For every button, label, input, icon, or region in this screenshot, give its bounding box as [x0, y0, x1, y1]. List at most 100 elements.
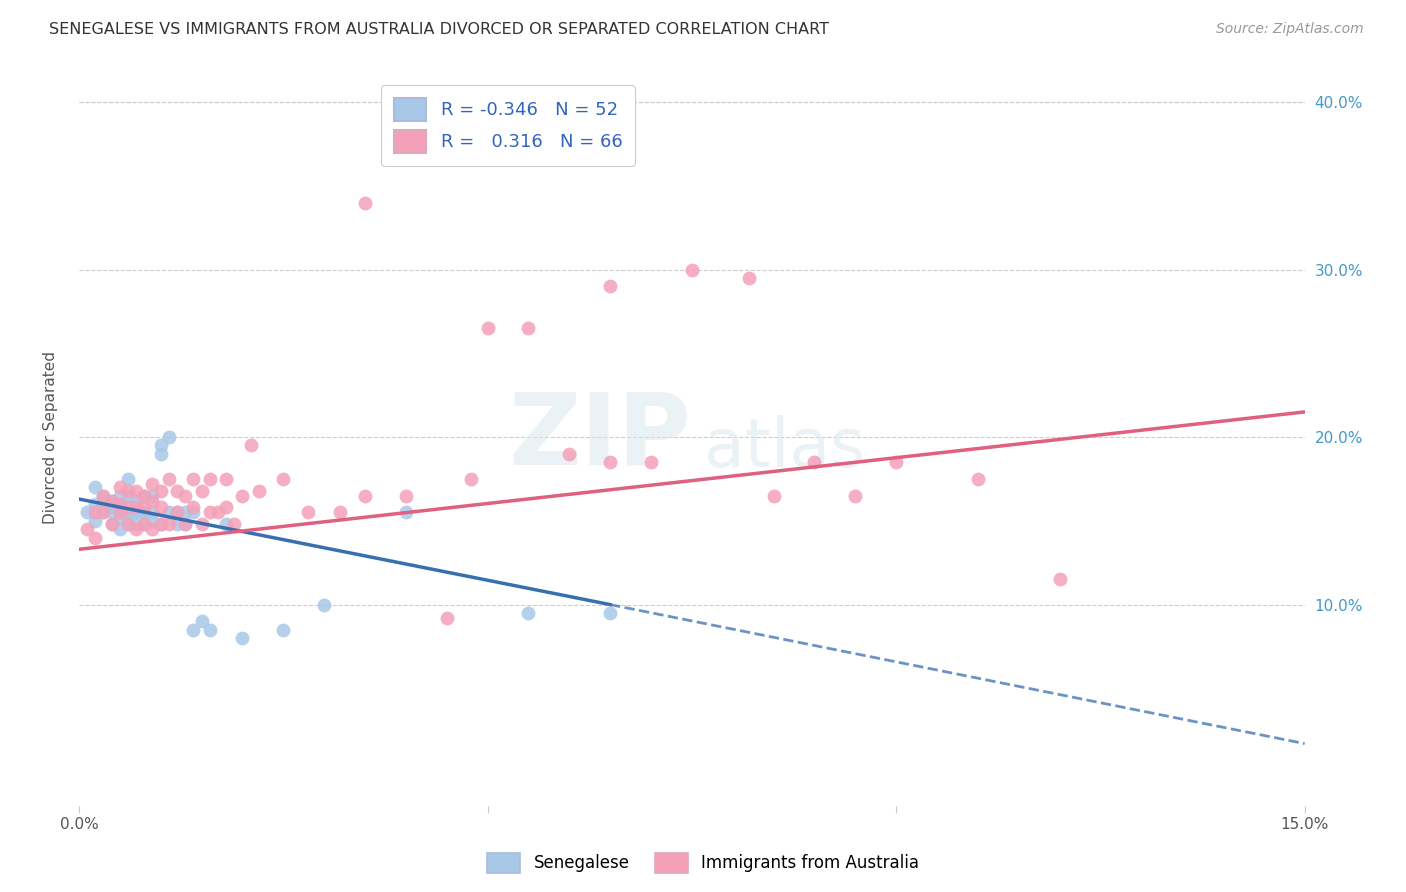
Point: [460, 472, 482, 486]
Point: [166, 517, 188, 532]
Point: [844, 489, 866, 503]
Point: [149, 517, 172, 532]
Point: [100, 500, 122, 515]
Point: [125, 517, 148, 532]
Point: [108, 489, 131, 503]
Point: [271, 472, 294, 486]
Point: [117, 517, 139, 532]
Point: [108, 480, 131, 494]
Point: [599, 279, 621, 293]
Point: [183, 472, 205, 486]
Point: [681, 262, 703, 277]
Point: [239, 438, 262, 452]
Point: [354, 195, 377, 210]
Point: [166, 505, 188, 519]
Point: [157, 430, 180, 444]
Point: [125, 505, 148, 519]
Point: [141, 505, 163, 519]
Point: [884, 455, 907, 469]
Point: [76, 505, 98, 519]
Point: [207, 505, 229, 519]
Point: [157, 472, 180, 486]
Legend: Senegalese, Immigrants from Australia: Senegalese, Immigrants from Australia: [481, 847, 925, 880]
Point: [517, 321, 540, 335]
Point: [93, 505, 115, 519]
Point: [125, 483, 148, 498]
Point: [108, 497, 131, 511]
Point: [1049, 573, 1071, 587]
Text: atlas: atlas: [704, 415, 865, 481]
Point: [93, 489, 115, 503]
Point: [436, 611, 458, 625]
Point: [329, 505, 352, 519]
Point: [231, 489, 253, 503]
Point: [183, 505, 205, 519]
Point: [84, 480, 107, 494]
Point: [93, 505, 115, 519]
Point: [314, 598, 336, 612]
Legend: R = -0.346   N = 52, R =   0.316   N = 66: R = -0.346 N = 52, R = 0.316 N = 66: [381, 85, 636, 166]
Point: [198, 623, 221, 637]
Point: [117, 500, 139, 515]
Point: [84, 514, 107, 528]
Point: [125, 505, 148, 519]
Point: [134, 505, 156, 519]
Point: [76, 522, 98, 536]
Point: [599, 455, 621, 469]
Point: [141, 477, 163, 491]
Point: [183, 500, 205, 515]
Point: [297, 505, 319, 519]
Point: [190, 615, 212, 629]
Point: [100, 493, 122, 508]
Point: [100, 517, 122, 532]
Point: [84, 505, 107, 519]
Point: [100, 493, 122, 508]
Point: [141, 493, 163, 508]
Point: [966, 472, 988, 486]
Point: [640, 455, 662, 469]
Point: [93, 489, 115, 503]
Point: [134, 517, 156, 532]
Text: SENEGALESE VS IMMIGRANTS FROM AUSTRALIA DIVORCED OR SEPARATED CORRELATION CHART: SENEGALESE VS IMMIGRANTS FROM AUSTRALIA …: [49, 22, 830, 37]
Point: [84, 531, 107, 545]
Point: [738, 271, 761, 285]
Point: [215, 472, 238, 486]
Point: [198, 472, 221, 486]
Point: [166, 483, 188, 498]
Text: ZIP: ZIP: [509, 389, 692, 485]
Point: [149, 438, 172, 452]
Point: [108, 497, 131, 511]
Point: [157, 505, 180, 519]
Point: [395, 505, 418, 519]
Point: [117, 472, 139, 486]
Point: [134, 500, 156, 515]
Point: [231, 631, 253, 645]
Point: [558, 447, 581, 461]
Point: [215, 517, 238, 532]
Point: [517, 606, 540, 620]
Point: [117, 483, 139, 498]
Point: [174, 517, 197, 532]
Point: [183, 623, 205, 637]
Point: [134, 505, 156, 519]
Point: [108, 505, 131, 519]
Point: [395, 489, 418, 503]
Point: [84, 497, 107, 511]
Point: [174, 517, 197, 532]
Point: [215, 500, 238, 515]
Point: [190, 517, 212, 532]
Point: [247, 483, 270, 498]
Point: [149, 447, 172, 461]
Point: [141, 522, 163, 536]
Point: [157, 517, 180, 532]
Text: Source: ZipAtlas.com: Source: ZipAtlas.com: [1216, 22, 1364, 37]
Point: [190, 483, 212, 498]
Point: [762, 489, 785, 503]
Point: [149, 500, 172, 515]
Point: [100, 517, 122, 532]
Point: [125, 493, 148, 508]
Point: [117, 505, 139, 519]
Point: [174, 505, 197, 519]
Point: [134, 517, 156, 532]
Point: [108, 505, 131, 519]
